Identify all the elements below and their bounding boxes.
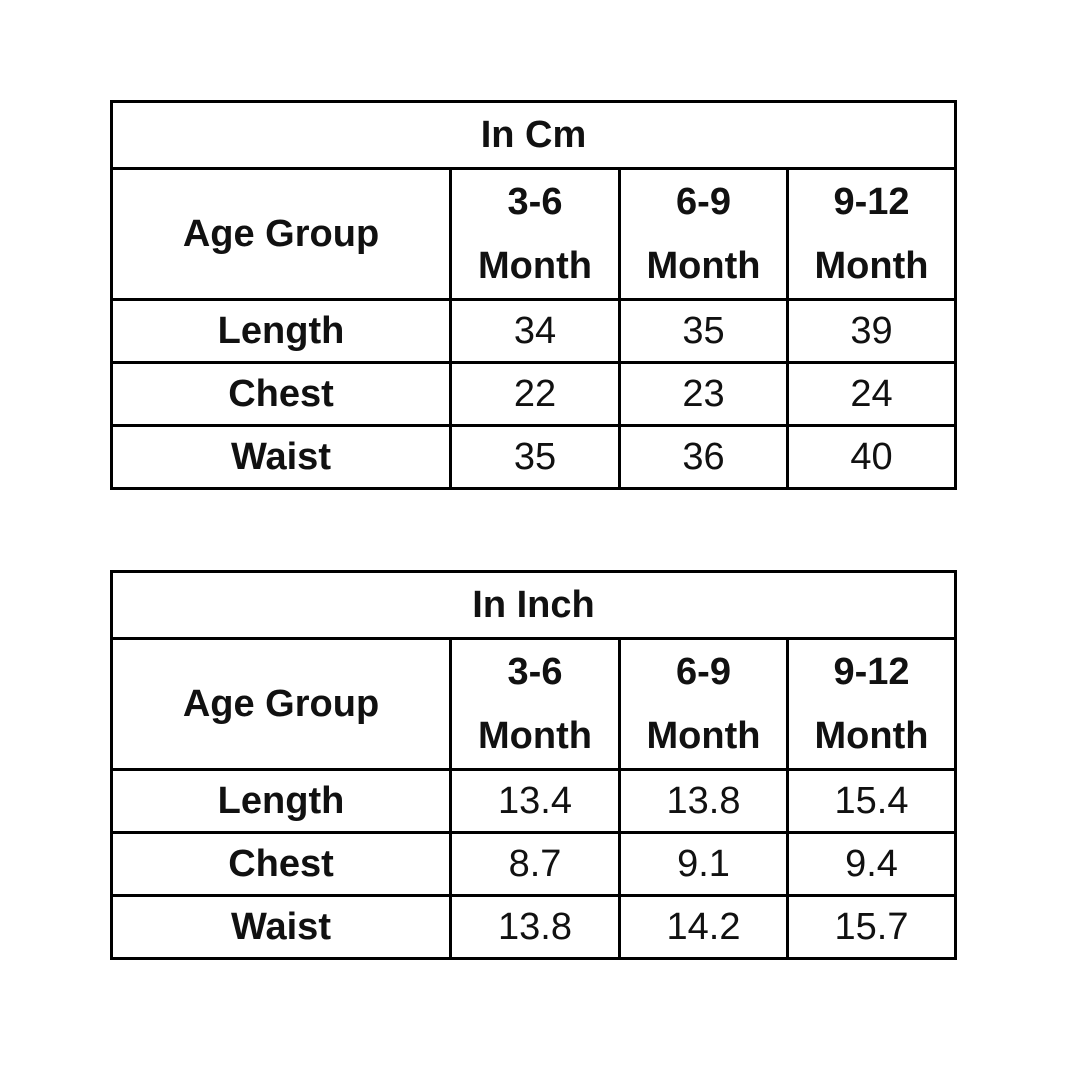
cell-value: 13.4 bbox=[449, 768, 621, 834]
column-unit: Month bbox=[814, 245, 929, 287]
column-header: 3-6 Month bbox=[449, 637, 621, 771]
cell-value: 8.7 bbox=[449, 831, 621, 897]
cell-value: 14.2 bbox=[618, 894, 789, 960]
cell-value: 36 bbox=[618, 424, 789, 490]
row-label: Chest bbox=[110, 361, 452, 427]
cell-value: 15.7 bbox=[785, 894, 958, 960]
data-row: Waist 35 36 40 bbox=[110, 424, 957, 490]
cell-value: 35 bbox=[449, 424, 621, 490]
column-range: 9-12 bbox=[833, 651, 910, 693]
column-header: 6-9 Month bbox=[618, 637, 789, 771]
column-range: 3-6 bbox=[507, 651, 563, 693]
column-unit: Month bbox=[478, 715, 592, 757]
column-range: 6-9 bbox=[676, 651, 731, 693]
table-title: In Cm bbox=[110, 100, 957, 170]
cell-value: 13.8 bbox=[618, 768, 789, 834]
size-table: In Inch Age Group 3-6 Month 6-9 Month 9-12 Mont… bbox=[109, 570, 958, 960]
data-row: Chest 22 23 24 bbox=[110, 361, 957, 427]
header-row: Age Group 3-6 Month 6-9 Month 9-12 Month bbox=[110, 637, 958, 771]
cell-value: 35 bbox=[618, 298, 789, 364]
row-label: Chest bbox=[110, 831, 452, 897]
size-table: In Cm Age Group 3-6 Month 6-9 Month 9-12 Month L… bbox=[110, 100, 957, 490]
header-label: Age Group bbox=[110, 167, 452, 301]
header-label: Age Group bbox=[110, 637, 452, 771]
cell-value: 15.4 bbox=[785, 768, 958, 834]
title-row: In Cm bbox=[110, 100, 957, 170]
cell-value: 23 bbox=[618, 361, 789, 427]
column-header: 9-12 Month bbox=[785, 637, 958, 771]
cell-value: 40 bbox=[786, 424, 957, 490]
column-range: 6-9 bbox=[676, 181, 731, 223]
column-header: 3-6 Month bbox=[449, 167, 621, 301]
table-title: In Inch bbox=[109, 570, 958, 640]
cell-value: 9.4 bbox=[785, 831, 958, 897]
title-row: In Inch bbox=[109, 570, 958, 640]
column-unit: Month bbox=[646, 715, 761, 757]
data-row: Chest 8.7 9.1 9.4 bbox=[110, 831, 958, 897]
data-row: Length 13.4 13.8 15.4 bbox=[110, 768, 958, 834]
row-label: Waist bbox=[110, 894, 452, 960]
cell-value: 9.1 bbox=[618, 831, 789, 897]
column-range: 3-6 bbox=[507, 181, 563, 223]
cell-value: 22 bbox=[449, 361, 621, 427]
row-label: Length bbox=[110, 298, 452, 364]
column-unit: Month bbox=[646, 245, 761, 287]
cell-value: 39 bbox=[786, 298, 957, 364]
column-header: 6-9 Month bbox=[618, 167, 789, 301]
cell-value: 24 bbox=[786, 361, 957, 427]
data-row: Length 34 35 39 bbox=[110, 298, 957, 364]
row-label: Length bbox=[110, 768, 452, 834]
column-range: 9-12 bbox=[833, 181, 910, 223]
cell-value: 13.8 bbox=[449, 894, 621, 960]
header-row: Age Group 3-6 Month 6-9 Month 9-12 Month bbox=[110, 167, 957, 301]
cell-value: 34 bbox=[449, 298, 621, 364]
row-label: Waist bbox=[110, 424, 452, 490]
column-unit: Month bbox=[814, 715, 929, 757]
data-row: Waist 13.8 14.2 15.7 bbox=[110, 894, 958, 960]
column-unit: Month bbox=[478, 245, 592, 287]
column-header: 9-12 Month bbox=[786, 167, 957, 301]
